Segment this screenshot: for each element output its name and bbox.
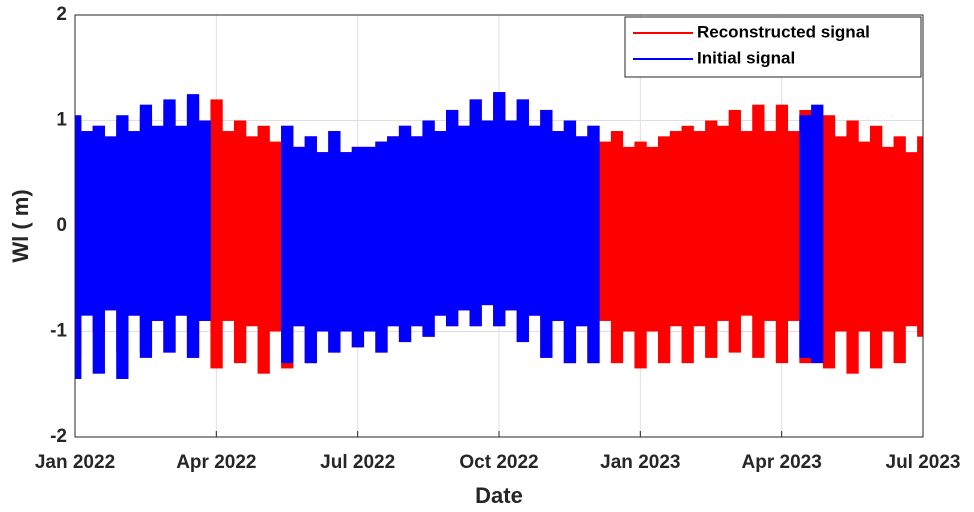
range-bar [575,136,588,327]
range-bar [787,131,800,321]
y-axis-label: Wl ( m) [8,189,33,262]
x-tick-label: Jan 2022 [35,452,115,473]
range-bar [799,115,812,358]
range-bar [151,125,164,321]
range-bar [186,94,200,358]
range-bar [422,120,435,337]
legend-box [624,16,922,78]
x-tick-label: Apr 2023 [742,452,822,473]
range-bar [340,152,353,332]
range-bar [658,136,671,364]
range-bar [540,109,553,358]
range-bar [493,92,506,327]
range-bar [775,104,789,364]
range-bar [128,131,141,316]
range-bar [387,136,400,327]
y-tick-label: -2 [50,426,67,447]
legend-label: Initial signal [697,48,795,67]
x-axis-label: Date [475,483,523,508]
range-bar [469,99,482,327]
y-tick-label: 2 [56,4,67,25]
range-bar [669,131,683,327]
range-bar [292,146,306,327]
range-bar [563,120,577,364]
range-bar [752,104,765,358]
plot-marks [75,92,923,379]
range-bar [351,146,365,348]
plot-border [74,14,924,438]
range-bar [693,131,706,327]
range-bar [175,125,188,316]
range-bar [80,131,94,316]
range-bar [516,99,529,343]
range-bar [599,141,612,321]
range-bar [846,120,859,374]
range-bar [811,104,824,364]
range-bar [163,99,176,353]
range-bar [481,120,494,306]
range-bar [210,99,223,369]
x-tick-label: Jul 2023 [886,452,961,473]
range-bar [75,115,82,379]
range-bar [398,125,412,343]
range-bar [222,131,235,321]
range-bar [917,136,923,337]
range-bar [893,136,906,364]
range-bar [410,136,423,327]
range-bar [434,131,447,316]
range-bar [858,141,871,332]
range-bar [881,146,895,332]
range-bar [245,136,259,327]
range-bar [198,120,211,321]
range-bar [728,109,741,353]
range-bar [281,125,294,364]
range-bar [822,115,836,369]
range-bar [104,136,117,311]
range-bar [116,115,129,379]
range-bar [139,104,153,358]
range-bar [552,131,565,321]
range-bar [834,136,847,332]
range-bar [740,131,753,316]
range-bar [304,136,317,364]
x-tick-label: Jul 2022 [320,452,395,473]
range-bar [705,120,718,358]
range-bar [622,146,635,332]
range-bar [316,152,329,332]
x-tick-label: Jan 2023 [600,452,680,473]
range-bar [363,146,376,332]
y-tick-label: 1 [56,110,67,131]
y-tick-label: 0 [56,215,67,236]
range-bar [92,125,105,374]
range-bar [646,146,659,332]
range-bar [446,109,459,327]
range-bar [634,141,647,369]
range-bar [610,131,624,364]
range-bar [234,120,247,364]
range-bar [905,152,918,327]
range-bar [328,131,341,353]
range-bar [870,125,883,369]
range-bar [528,125,541,316]
range-bar [457,125,471,311]
legend-label: Reconstructed signal [697,22,870,41]
x-tick-label: Oct 2022 [459,452,538,473]
range-bar [375,141,388,353]
x-tick-label: Apr 2022 [176,452,256,473]
y-tick-label: -1 [50,321,67,342]
range-bar [269,141,282,332]
range-bar [504,120,518,311]
range-bar [681,125,694,364]
range-bar [716,125,730,321]
range-bar [257,125,270,374]
range-bar [587,125,600,364]
range-bar [764,131,777,321]
